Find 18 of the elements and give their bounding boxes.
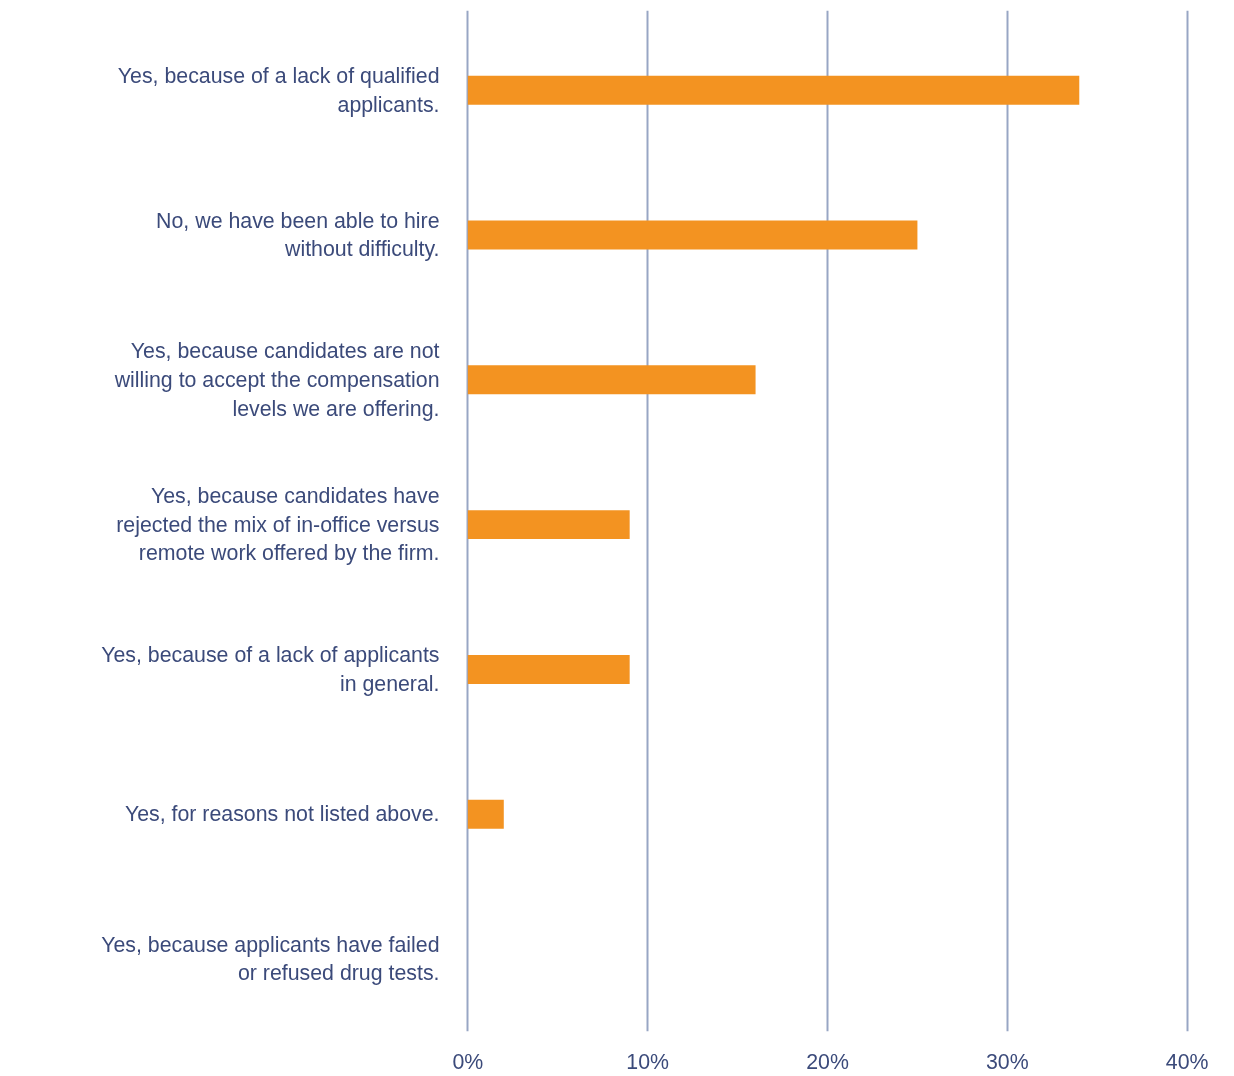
bar [467,365,756,395]
bar [467,220,918,250]
bar [467,510,630,540]
y-tick-label: Yes, because of a lack of qualified applicants. [117,63,440,117]
x-tick-label: 0% [452,1049,484,1074]
bar [467,654,630,684]
x-tick-label: 40% [1165,1049,1209,1074]
x-tick-label: 20% [806,1049,849,1074]
y-tick-label: Yes, because of a lack of applicants in general. [101,643,440,696]
bar [467,799,504,829]
y-tick-label: Yes, for reasons not listed above. [124,802,440,827]
y-tick-label: Yes, because applicants have failed or refused drug tests. [101,932,440,986]
x-tick-label: 10% [626,1049,670,1074]
y-tick-label: Yes, because candidates are not willing to accept the compensation levels we are offering. [113,339,440,421]
y-tick-label: No, we have been able to hire without difficulty. [156,208,440,262]
x-tick-label: 30% [986,1049,1029,1074]
bar [467,75,1080,105]
y-tick-label: Yes, because candidates have rejected the mix of in-office versus remote work offered by the firm. [116,483,440,566]
